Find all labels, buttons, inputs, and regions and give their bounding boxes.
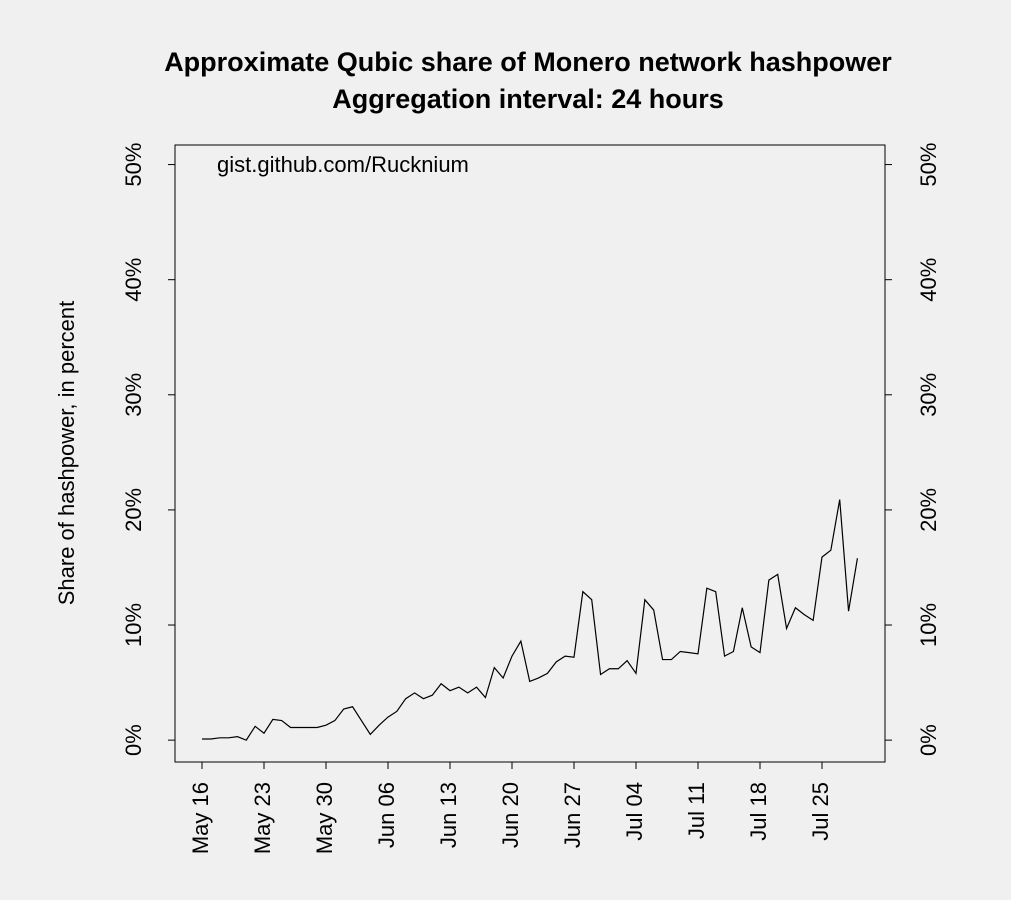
data-line xyxy=(202,499,859,741)
x-tick-label: May 16 xyxy=(188,782,213,854)
x-tick-label: May 30 xyxy=(312,782,337,854)
x-tick-label: Jun 06 xyxy=(374,782,399,848)
chart-title: Approximate Qubic share of Monero networ… xyxy=(164,47,892,77)
plot-frame xyxy=(174,144,886,763)
x-tick-label: Jun 20 xyxy=(498,782,523,848)
y-tick-label: 10% xyxy=(121,603,146,647)
x-tick-label: Jul 11 xyxy=(684,782,709,839)
chart-subtitle: Aggregation interval: 24 hours xyxy=(332,84,724,114)
x-tick-label: Jun 27 xyxy=(560,782,585,848)
y2-tick-label: 40% xyxy=(916,258,941,302)
y-tick-label: 40% xyxy=(121,258,146,302)
y2-tick-label: 20% xyxy=(916,488,941,532)
x-tick-label: Jul 25 xyxy=(808,782,833,841)
y2-tick-label: 0% xyxy=(916,724,941,756)
y2-tick-label: 30% xyxy=(916,373,941,417)
y-tick-label: 0% xyxy=(121,724,146,756)
y-tick-label: 20% xyxy=(121,488,146,532)
annotation: gist.github.com/Rucknium xyxy=(217,152,469,177)
y-tick-label: 50% xyxy=(121,143,146,187)
x-tick-label: Jul 18 xyxy=(746,782,771,841)
y-axis-label: Share of hashpower, in percent xyxy=(54,301,79,606)
x-tick-label: Jun 13 xyxy=(436,782,461,848)
y-tick-label: 30% xyxy=(121,373,146,417)
y2-tick-label: 50% xyxy=(916,143,941,187)
y2-tick-label: 10% xyxy=(916,603,941,647)
x-tick-label: May 23 xyxy=(250,782,275,854)
x-tick-label: Jul 04 xyxy=(622,782,647,841)
